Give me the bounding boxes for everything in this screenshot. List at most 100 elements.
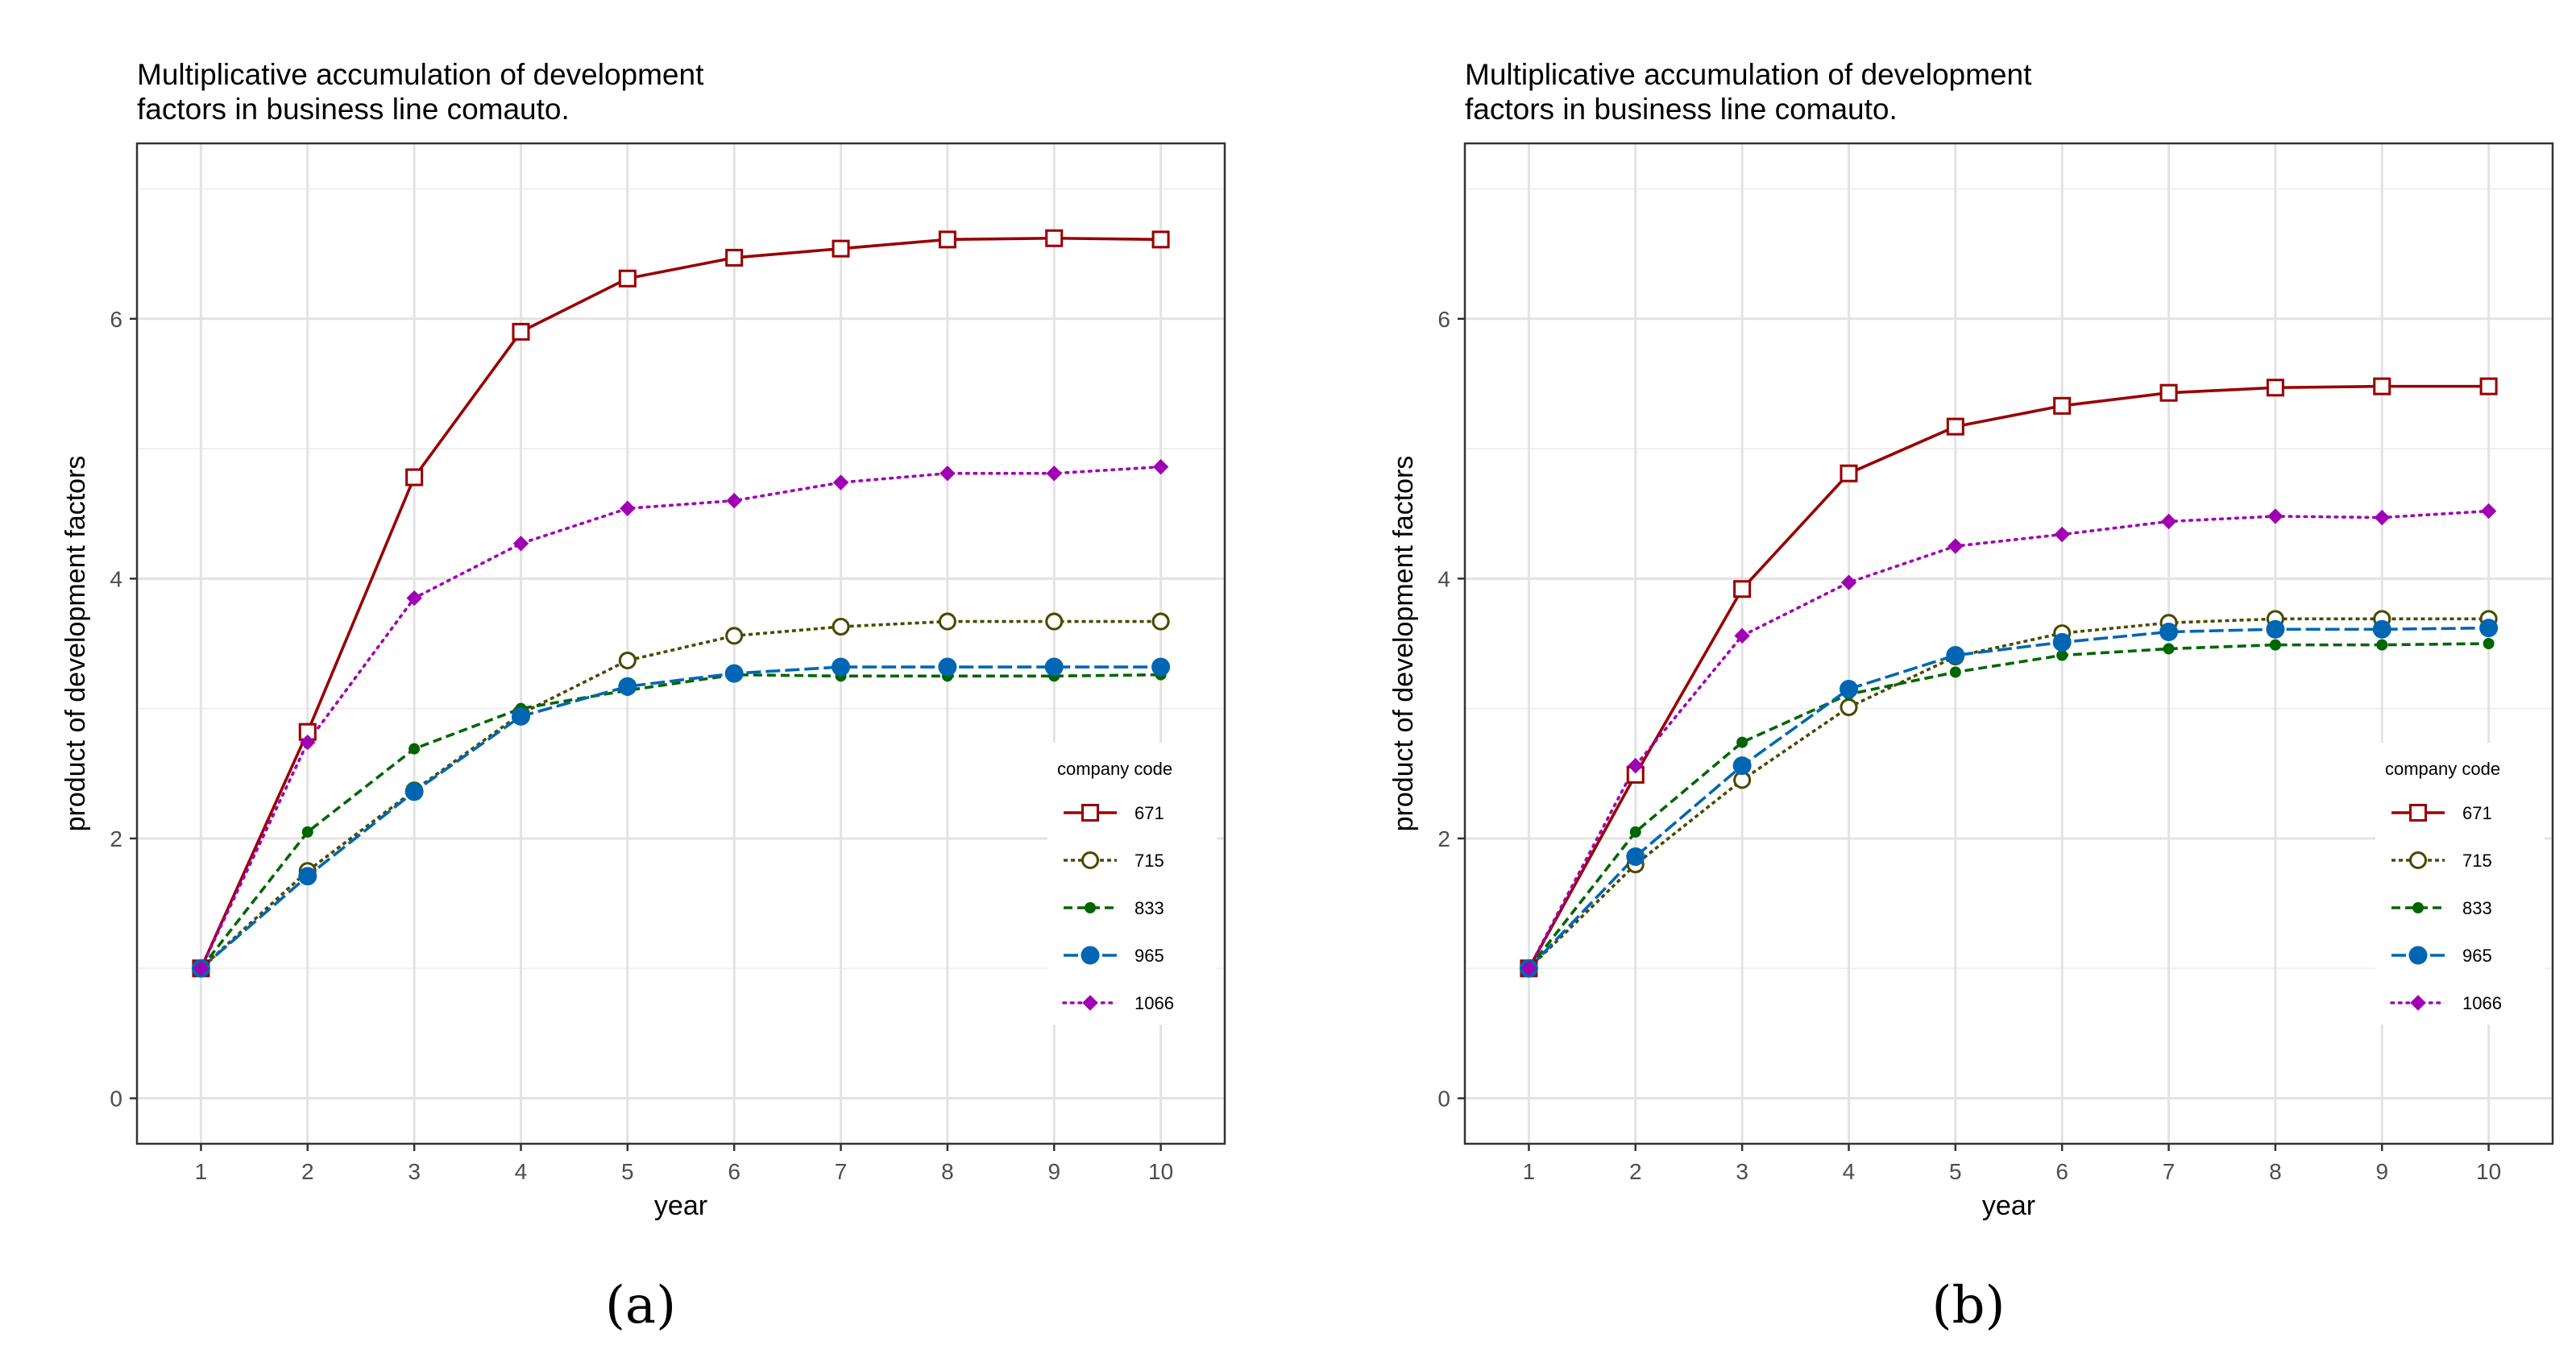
data-point-671 — [405, 468, 424, 487]
data-point-965 — [724, 664, 744, 683]
legend-background — [2375, 743, 2545, 1025]
data-point-833 — [301, 826, 313, 838]
data-point-671 — [832, 239, 850, 258]
panel-caption: (a) — [605, 1276, 676, 1335]
data-point-965 — [2052, 632, 2072, 652]
y-tick-label: 0 — [1437, 1087, 1450, 1112]
data-point-1066 — [300, 734, 316, 751]
y-tick-label: 4 — [110, 566, 122, 591]
legend: company code 671 715 833 965 1066 — [1047, 743, 1217, 1025]
data-point-671 — [2053, 396, 2072, 415]
legend-label-715: 715 — [2462, 851, 2492, 871]
chart-title-line: factors in business line comauto. — [1465, 93, 1898, 126]
data-point-1066 — [2374, 509, 2390, 526]
x-tick-label: 3 — [408, 1159, 421, 1184]
data-point-1066 — [1046, 465, 1062, 482]
x-tick-label: 1 — [195, 1159, 208, 1184]
legend-key-marker-1066 — [2410, 995, 2426, 1011]
data-point-1066 — [1948, 538, 1964, 554]
x-tick-label: 7 — [835, 1159, 848, 1184]
data-point-1066 — [1520, 960, 1537, 976]
legend-key-marker-965 — [1081, 946, 1100, 965]
legend-label-833: 833 — [1135, 898, 1164, 918]
x-tick-label: 8 — [2269, 1159, 2282, 1184]
data-point-1066 — [2480, 503, 2497, 520]
x-tick-label: 5 — [621, 1159, 634, 1184]
data-point-833 — [2056, 649, 2068, 661]
chart-panel-a: Multiplicative accumulation of developme… — [60, 58, 1226, 1335]
data-point-671 — [2159, 383, 2178, 402]
y-tick-label: 0 — [110, 1087, 122, 1112]
data-point-1066 — [832, 474, 849, 491]
plot-border — [135, 142, 1226, 1145]
legend-key-marker-671 — [2408, 803, 2428, 822]
data-point-1066 — [1152, 458, 1169, 475]
chart-title-line: factors in business line comauto. — [137, 93, 570, 126]
data-point-965 — [1732, 756, 1752, 776]
data-point-671 — [2479, 377, 2498, 395]
x-tick-label: 1 — [1523, 1159, 1536, 1184]
data-point-833 — [2376, 639, 2388, 651]
series-line-965 — [1528, 626, 2489, 970]
series-line-965 — [200, 665, 1161, 970]
x-axis-title: year — [1982, 1190, 2035, 1221]
data-point-965 — [1839, 679, 1858, 698]
data-point-671 — [1045, 229, 1064, 247]
legend-key-marker-833 — [1085, 902, 1096, 913]
plot-background — [137, 143, 1225, 1144]
data-point-1066 — [1840, 574, 1857, 590]
x-axis-title: year — [654, 1190, 707, 1221]
data-point-965 — [2372, 619, 2391, 639]
series-line-1066 — [1527, 509, 2491, 971]
y-tick-label: 6 — [1437, 307, 1450, 332]
data-point-715 — [832, 618, 850, 636]
y-tick-label: 6 — [110, 307, 122, 332]
data-point-833 — [1736, 736, 1748, 748]
data-point-965 — [511, 706, 530, 726]
chart-panel-b: Multiplicative accumulation of developme… — [1388, 58, 2554, 1335]
data-point-1066 — [1628, 757, 1644, 774]
data-point-671 — [1946, 417, 1964, 436]
plot-border — [1463, 142, 2554, 1145]
data-point-1066 — [512, 536, 529, 552]
x-tick-label: 8 — [941, 1159, 954, 1184]
legend-key-marker-715 — [1081, 851, 1100, 870]
data-point-965 — [618, 677, 637, 696]
data-point-1066 — [193, 960, 209, 976]
legend-label-1066: 1066 — [2462, 993, 2502, 1013]
y-tick-label: 4 — [1437, 566, 1450, 591]
data-point-833 — [1629, 826, 1641, 838]
y-tick-label: 2 — [1437, 826, 1450, 851]
data-point-671 — [1151, 230, 1170, 249]
x-tick-label: 3 — [1736, 1159, 1748, 1184]
x-tick-label: 5 — [1949, 1159, 1962, 1184]
data-point-671 — [2373, 377, 2391, 395]
data-point-671 — [512, 322, 530, 341]
series-line-715 — [1528, 617, 2489, 970]
series-line-1066 — [199, 465, 1163, 971]
data-point-671 — [2266, 379, 2284, 397]
legend-label-671: 671 — [2462, 803, 2492, 823]
data-point-1066 — [940, 465, 956, 482]
chart-title-line: Multiplicative accumulation of developme… — [137, 58, 704, 91]
data-point-1066 — [1734, 627, 1750, 644]
legend-label-965: 965 — [2462, 946, 2492, 966]
x-tick-label: 6 — [2055, 1159, 2068, 1184]
legend-label-833: 833 — [2462, 898, 2492, 918]
data-point-965 — [1946, 646, 1965, 665]
series-line-671 — [199, 236, 1161, 969]
data-point-1066 — [2160, 513, 2177, 530]
data-point-1066 — [2054, 526, 2070, 543]
data-point-965 — [2266, 619, 2285, 639]
legend-title: company code — [1057, 759, 1172, 779]
data-point-965 — [1151, 657, 1171, 677]
legend-key-marker-671 — [1081, 803, 1100, 822]
data-point-965 — [1626, 847, 1645, 867]
legend-label-1066: 1066 — [1135, 993, 1174, 1013]
x-tick-label: 7 — [2163, 1159, 2176, 1184]
data-point-833 — [409, 743, 421, 755]
data-point-671 — [725, 248, 744, 267]
x-tick-label: 4 — [515, 1159, 528, 1184]
y-axis-title: product of development factors — [60, 456, 91, 832]
data-point-715 — [1151, 612, 1170, 631]
